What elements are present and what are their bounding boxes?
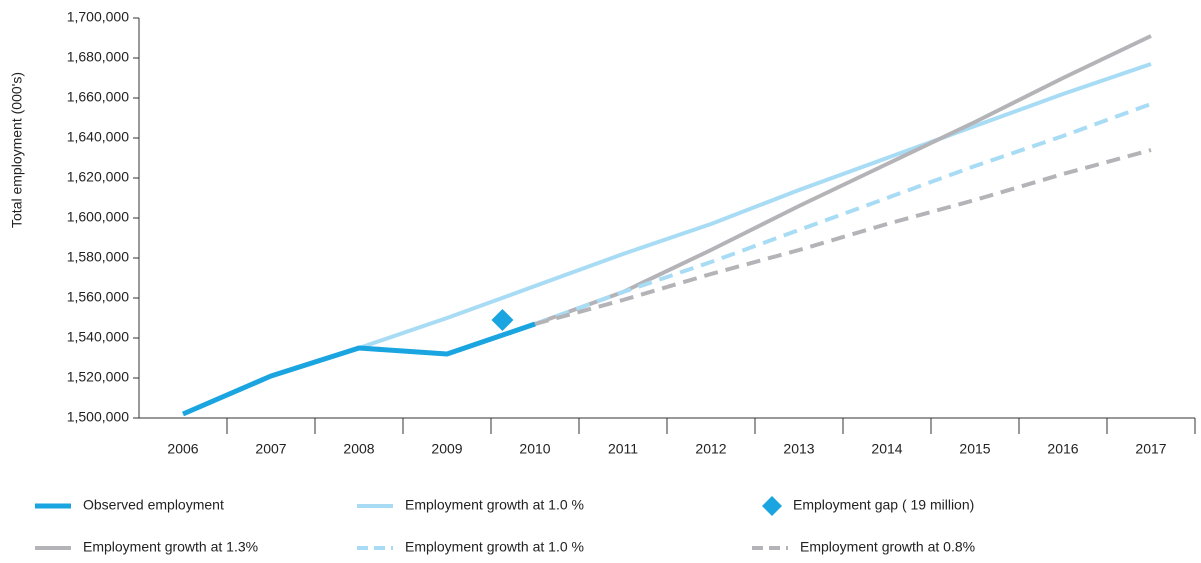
y-tick-label: 1,500,000: [67, 409, 129, 425]
series-line: [534, 102, 1152, 326]
x-tick-label: 2016: [1047, 441, 1078, 457]
y-tick-label: 1,620,000: [67, 169, 129, 185]
y-tick-label: 1,700,000: [67, 9, 129, 25]
x-tick-label: 2006: [167, 441, 198, 457]
y-tick-label: 1,540,000: [67, 329, 129, 345]
y-tick-label: 1,560,000: [67, 289, 129, 305]
y-tick-label: 1,660,000: [67, 89, 129, 105]
gap-marker: [491, 309, 514, 331]
x-tick-label: 2011: [608, 441, 638, 457]
x-tick-label: 2013: [783, 441, 814, 457]
x-tick-label: 2007: [255, 441, 286, 457]
x-tick-label: 2010: [519, 441, 550, 457]
x-tick-label: 2017: [1135, 441, 1166, 457]
legend-swatch: [762, 496, 782, 516]
y-tick-label: 1,580,000: [67, 249, 129, 265]
legend-label: Employment growth at 1.0 %: [405, 539, 584, 555]
legend-label: Employment growth at 1.0 %: [405, 497, 584, 513]
y-tick-label: 1,640,000: [67, 129, 129, 145]
series-line: [534, 148, 1152, 326]
x-tick-label: 2009: [431, 441, 462, 457]
legend-label: Observed employment: [83, 497, 224, 513]
legend-label: Employment growth at 0.8%: [800, 539, 975, 555]
x-tick-label: 2015: [959, 441, 990, 457]
y-tick-label: 1,520,000: [67, 369, 129, 385]
legend-label: Employment growth at 1.3%: [83, 539, 258, 555]
x-tick-label: 2012: [695, 441, 726, 457]
x-tick-label: 2008: [343, 441, 374, 457]
y-tick-label: 1,680,000: [67, 49, 129, 65]
series-line: [358, 62, 1152, 350]
y-axis-label: Total employment (000's): [9, 72, 25, 228]
legend-label: Employment gap ( 19 million): [793, 497, 974, 513]
series-line: [534, 34, 1152, 326]
y-tick-label: 1,600,000: [67, 209, 129, 225]
x-tick-label: 2014: [871, 441, 902, 457]
series-line: [182, 321, 536, 417]
